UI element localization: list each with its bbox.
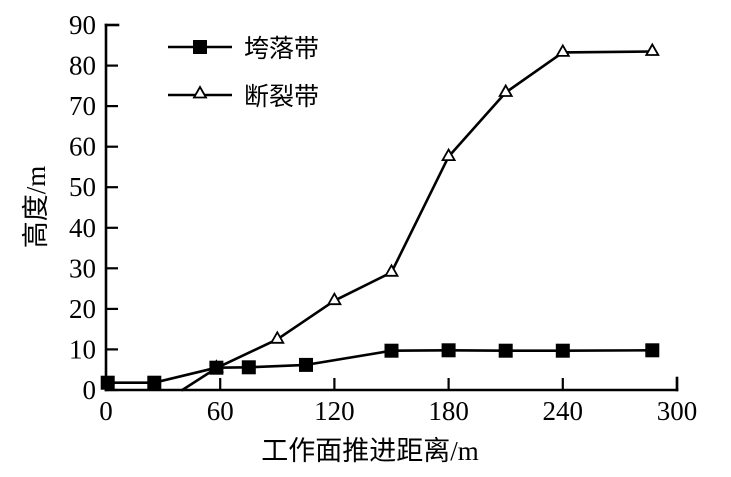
y-tick-label: 50 bbox=[69, 172, 96, 202]
y-tick-label: 10 bbox=[69, 334, 96, 364]
legend-marker-filled-square-icon bbox=[193, 40, 207, 54]
axis-lines bbox=[104, 23, 679, 392]
y-tick-label: 40 bbox=[69, 213, 96, 243]
x-tick-label: 240 bbox=[543, 396, 584, 426]
x-axis-title: 工作面推进距离/m bbox=[261, 436, 479, 466]
x-tick-label: 300 bbox=[657, 396, 698, 426]
legend-label-caving-zone: 垮落带 bbox=[244, 35, 319, 63]
series-caving-zone bbox=[100, 343, 660, 390]
y-tick-labels: 0 10 20 30 40 50 60 70 80 90 bbox=[69, 10, 96, 405]
y-tick-label: 0 bbox=[83, 375, 97, 405]
legend-marker-open-triangle-icon bbox=[192, 85, 208, 99]
y-tick-label: 70 bbox=[69, 91, 96, 121]
y-tick-label: 20 bbox=[69, 294, 96, 324]
y-tick-label: 60 bbox=[69, 132, 96, 162]
legend-label-fracture-zone: 断裂带 bbox=[244, 83, 319, 111]
x-tick-label: 60 bbox=[207, 396, 234, 426]
legend-entry-caving-zone[interactable]: 垮落带 bbox=[168, 35, 319, 63]
y-axis-ticks bbox=[106, 64, 118, 392]
y-tick-label: 80 bbox=[69, 51, 96, 81]
x-tick-labels: 0 60 120 180 240 300 bbox=[99, 396, 697, 426]
x-tick-label: 120 bbox=[314, 396, 355, 426]
y-tick-label: 30 bbox=[69, 253, 96, 283]
y-axis-title: 高度/m bbox=[21, 166, 51, 249]
series-markers-caving-zone bbox=[100, 343, 660, 390]
chart-legend: 垮落带 断裂带 bbox=[168, 35, 319, 111]
series-line-caving-zone bbox=[106, 348, 654, 385]
x-tick-label: 0 bbox=[99, 396, 113, 426]
x-tick-label: 180 bbox=[428, 396, 469, 426]
legend-entry-fracture-zone[interactable]: 断裂带 bbox=[168, 83, 319, 111]
y-tick-label: 90 bbox=[69, 10, 96, 40]
